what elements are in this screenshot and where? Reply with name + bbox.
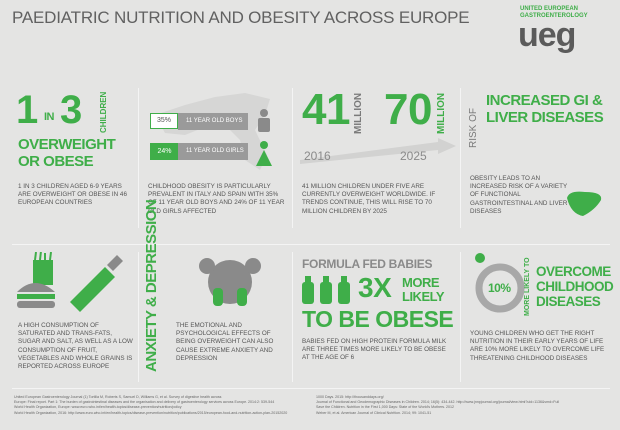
big-number: 70 bbox=[384, 85, 432, 134]
divider bbox=[460, 252, 461, 382]
map bbox=[155, 93, 270, 170]
vertical-label: MORE LIKELY TO bbox=[524, 257, 531, 316]
vertical-label: MILLION bbox=[353, 92, 364, 134]
percent-box: 35% bbox=[150, 113, 178, 129]
body-text: 41 MILLION CHILDREN UNDER FIVE ARE CURRE… bbox=[302, 183, 436, 215]
liver bbox=[567, 191, 602, 216]
references-right: 1000 Days. 2015: http://thousanddays.org… bbox=[316, 395, 559, 416]
reference: United European Gastroenterology Journal… bbox=[14, 395, 222, 399]
divider bbox=[460, 88, 461, 228]
body-text: 1 IN 3 CHILDREN AGED 6-9 YEARS ARE OVERW… bbox=[18, 183, 127, 207]
divider bbox=[292, 252, 293, 382]
teat bbox=[323, 276, 329, 282]
vertical-label: CHILDREN bbox=[99, 91, 108, 133]
bun bbox=[245, 258, 261, 274]
headline: INCREASED GI & LIVER DISEASES bbox=[486, 92, 604, 126]
hand bbox=[237, 288, 247, 306]
year: 2025 bbox=[400, 149, 427, 163]
references-left: United European Gastroenterology Journal… bbox=[14, 395, 287, 416]
big-number: 1 bbox=[16, 88, 38, 132]
apple bbox=[475, 253, 485, 263]
multiplier: 3X bbox=[358, 272, 392, 303]
vertical-label: RISK OF bbox=[468, 107, 479, 148]
burger-top bbox=[17, 283, 55, 292]
food-icons bbox=[17, 252, 123, 312]
body-text: CHILDHOOD OBESITY IS PARTICULARLY PREVAL… bbox=[148, 183, 285, 215]
boy-head bbox=[260, 109, 268, 117]
ring-icon bbox=[475, 253, 525, 313]
hand bbox=[213, 288, 223, 306]
bottle-icons bbox=[302, 276, 350, 304]
percent-box: 24% bbox=[150, 143, 179, 160]
intro: FORMULA FED BABIES bbox=[302, 257, 433, 271]
bottle bbox=[320, 282, 332, 304]
trend-arrow bbox=[300, 138, 456, 164]
teat bbox=[341, 276, 347, 282]
vertical-label: MILLION bbox=[436, 92, 447, 134]
more-likely: MORE LIKELY bbox=[402, 275, 445, 304]
sad-child-icon bbox=[199, 258, 261, 306]
child-icons bbox=[256, 109, 272, 166]
burger-filling bbox=[17, 294, 55, 299]
boy-body bbox=[258, 118, 270, 132]
big-number: 41 bbox=[302, 85, 350, 134]
body-text: OBESITY LEADS TO AN INCREASED RISK OF A … bbox=[470, 175, 568, 215]
fries-box bbox=[33, 260, 53, 285]
body-text: BABIES FED ON HIGH PROTEIN FORMULA MILK … bbox=[302, 338, 447, 362]
reference: World Health Organization, 2016: http://… bbox=[14, 410, 288, 415]
body-text: THE EMOTIONAL AND PSYCHOLOGICAL EFFECTS … bbox=[176, 322, 274, 362]
liver-icon bbox=[567, 191, 602, 216]
small-word: IN bbox=[44, 111, 55, 123]
reference: World Health Organization, Europe: www.e… bbox=[14, 405, 182, 410]
bottle bbox=[338, 282, 350, 304]
reference: 1000 Days. 2015: http://thousanddays.org… bbox=[316, 395, 384, 399]
vertical-headline: ANXIETY & DEPRESSION bbox=[143, 199, 160, 372]
percent: 10% bbox=[488, 281, 511, 295]
reference: Journal of Functional and Geodemographic… bbox=[316, 400, 560, 405]
headline: TO BE OBESE bbox=[302, 306, 454, 332]
bun bbox=[199, 258, 215, 274]
headline: OVERCOME CHILDHOOD DISEASES bbox=[536, 264, 614, 309]
divider bbox=[138, 88, 139, 228]
bottle bbox=[70, 267, 115, 312]
divider bbox=[12, 388, 610, 389]
divider bbox=[138, 252, 139, 382]
bar-label: 11 YEAR OLD GIRLS bbox=[178, 143, 248, 160]
headline: OVERWEIGHT OR OBESE bbox=[18, 136, 116, 170]
teat bbox=[305, 276, 311, 282]
bar-label: 11 YEAR OLD BOYS bbox=[178, 113, 248, 130]
girl-body bbox=[256, 150, 272, 166]
divider bbox=[292, 88, 293, 228]
map-silhouette bbox=[155, 93, 270, 170]
burger-bottom bbox=[17, 301, 55, 308]
reference: Europe: Final report. Part 1: The burden… bbox=[14, 400, 275, 405]
girl-head bbox=[260, 141, 268, 149]
big-number: 3 bbox=[60, 88, 82, 132]
fries bbox=[34, 252, 52, 261]
reference: Save the Children. Nutrition in the Firs… bbox=[316, 405, 455, 410]
divider bbox=[12, 244, 610, 245]
reference: Weber M, et al. American Journal of Clin… bbox=[316, 410, 432, 415]
body-text: A HIGH CONSUMPTION OF SATURATED AND TRAN… bbox=[18, 322, 133, 371]
arrow bbox=[300, 138, 456, 164]
logo: ueg bbox=[518, 16, 576, 54]
title: PAEDIATRIC NUTRITION AND OBESITY ACROSS … bbox=[12, 8, 470, 27]
ring bbox=[475, 263, 525, 313]
logo-subtitle: UNITED EUROPEAN GASTROENTEROLOGY bbox=[520, 6, 588, 19]
bottle-cap bbox=[107, 255, 123, 271]
body-text: YOUNG CHILDREN WHO GET THE RIGHT NUTRITI… bbox=[470, 330, 605, 362]
year: 2016 bbox=[304, 149, 331, 163]
bottle bbox=[302, 282, 314, 304]
